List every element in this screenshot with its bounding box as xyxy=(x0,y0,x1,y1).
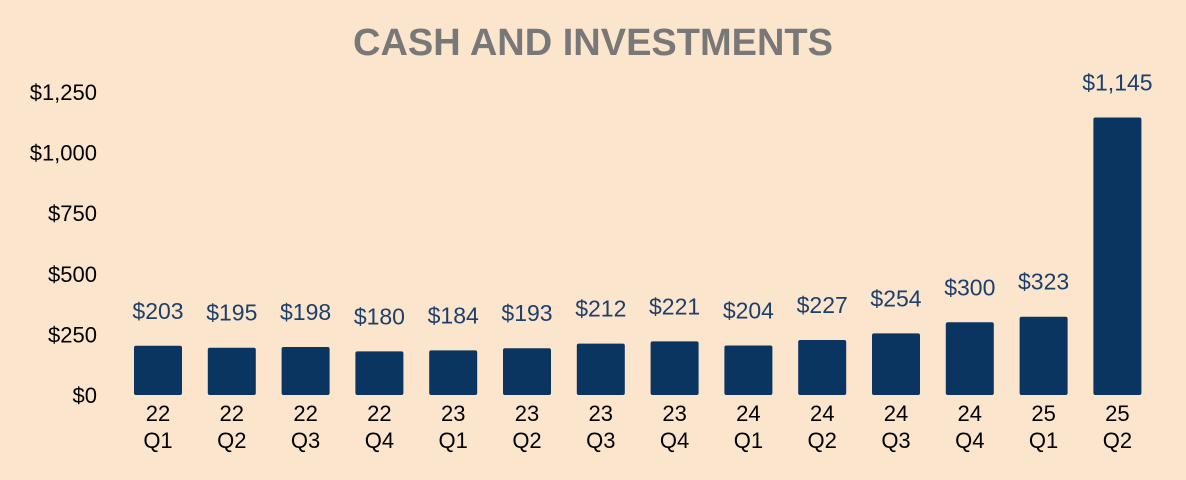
data-label: $221 xyxy=(649,293,700,319)
x-tick-quarter: Q4 xyxy=(955,428,984,453)
x-tick-year: 24 xyxy=(884,401,908,426)
bar xyxy=(872,333,920,395)
y-tick-label: $0 xyxy=(73,383,97,408)
x-tick-year: 23 xyxy=(589,401,613,426)
data-labels: $203 $195 $198 $180 $184 $193 $212 $221 $204 $227… xyxy=(132,69,1152,329)
y-tick-label: $500 xyxy=(48,262,97,287)
y-tick-label: $1,000 xyxy=(30,141,97,166)
bar-series xyxy=(134,117,1142,396)
x-tick-quarter: Q3 xyxy=(881,428,910,453)
x-tick-year: 23 xyxy=(662,401,686,426)
bar xyxy=(429,350,478,395)
data-label: $204 xyxy=(723,298,774,324)
x-tick-quarter: Q1 xyxy=(1029,428,1058,453)
x-tick-year: 22 xyxy=(220,401,244,426)
bar xyxy=(576,343,625,395)
data-label: $300 xyxy=(944,274,995,300)
bar xyxy=(945,322,994,395)
x-tick-quarter: Q2 xyxy=(512,428,541,453)
bar xyxy=(1019,316,1068,395)
x-tick-quarter: Q2 xyxy=(1103,428,1132,453)
x-tick-quarter: Q1 xyxy=(734,428,763,453)
bar xyxy=(281,347,330,395)
bar xyxy=(503,348,551,395)
data-label: $1,145 xyxy=(1082,69,1152,95)
data-label: $323 xyxy=(1018,269,1069,295)
data-label: $203 xyxy=(132,298,183,324)
x-tick-year: 22 xyxy=(146,401,170,426)
x-axis: 22Q122Q222Q322Q423Q123Q223Q323Q424Q124Q2… xyxy=(143,401,1132,453)
data-label: $227 xyxy=(797,292,848,318)
y-axis: $0 $250 $500 $750 $1,000 $1,250 xyxy=(30,80,97,408)
x-tick-quarter: Q1 xyxy=(143,428,172,453)
x-tick-quarter: Q4 xyxy=(660,428,689,453)
data-label: $184 xyxy=(428,302,479,328)
x-tick-year: 25 xyxy=(1031,401,1055,426)
bar xyxy=(650,341,699,395)
x-tick-year: 24 xyxy=(810,401,834,426)
data-label: $195 xyxy=(206,300,257,326)
x-tick-quarter: Q2 xyxy=(217,428,246,453)
bar xyxy=(355,351,404,395)
y-tick-label: $750 xyxy=(48,201,97,226)
x-tick-quarter: Q3 xyxy=(291,428,320,453)
x-tick-quarter: Q3 xyxy=(586,428,615,453)
x-tick-year: 23 xyxy=(441,401,465,426)
x-tick-year: 22 xyxy=(367,401,391,426)
x-tick-year: 25 xyxy=(1105,401,1129,426)
data-label: $180 xyxy=(354,303,405,329)
x-tick-year: 24 xyxy=(958,401,982,426)
x-tick-quarter: Q1 xyxy=(439,428,468,453)
bar xyxy=(724,345,773,395)
bar xyxy=(1093,117,1142,396)
x-tick-quarter: Q2 xyxy=(808,428,837,453)
chart-title: CASH AND INVESTMENTS xyxy=(353,22,833,64)
data-label: $198 xyxy=(280,299,331,325)
x-tick-year: 22 xyxy=(293,401,317,426)
data-label: $212 xyxy=(575,296,626,322)
data-label: $254 xyxy=(870,285,921,311)
x-tick-year: 24 xyxy=(736,401,760,426)
y-tick-label: $1,250 xyxy=(30,80,97,105)
bar xyxy=(798,339,847,395)
bar xyxy=(207,347,256,395)
x-tick-quarter: Q4 xyxy=(365,428,394,453)
x-tick-year: 23 xyxy=(515,401,539,426)
bar xyxy=(134,345,182,395)
y-tick-label: $250 xyxy=(48,322,97,347)
data-label: $193 xyxy=(501,300,552,326)
